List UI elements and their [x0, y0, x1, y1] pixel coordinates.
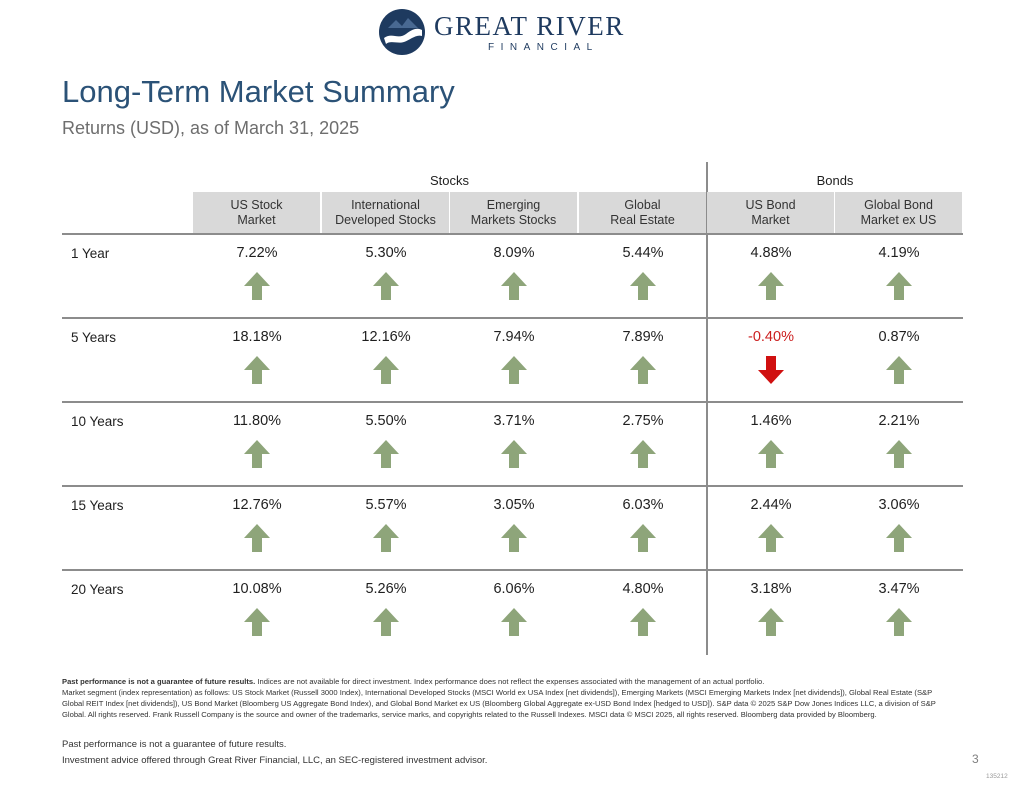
return-value: 12.16% — [361, 329, 411, 345]
arrow-up-icon — [886, 440, 912, 468]
group-label-bonds: Bonds — [816, 173, 854, 188]
arrow-up-icon — [758, 272, 784, 300]
return-value: 12.76% — [232, 497, 282, 513]
document-code: 135212 — [986, 773, 1008, 780]
disclosure-text: Past performance is not a guarantee of f… — [62, 676, 942, 720]
disclosure-bold: Past performance is not a guarantee of f… — [62, 677, 256, 686]
row-divider — [62, 569, 963, 571]
arrow-up-icon — [373, 524, 399, 552]
arrow-up-icon — [758, 440, 784, 468]
return-value: 4.19% — [878, 245, 920, 261]
row-divider — [62, 485, 963, 487]
group-label-stocks: Stocks — [429, 173, 469, 188]
past-performance-note: Past performance is not a guarantee of f… — [62, 739, 287, 750]
return-value: 6.03% — [622, 497, 664, 513]
arrow-up-icon — [630, 608, 656, 636]
return-value: 2.75% — [622, 413, 664, 429]
arrow-up-icon — [373, 608, 399, 636]
return-value: 7.89% — [622, 329, 664, 345]
return-value: 5.30% — [365, 245, 407, 261]
arrow-up-icon — [244, 440, 270, 468]
arrow-down-icon — [758, 356, 784, 384]
row-label: 20 Years — [71, 582, 124, 597]
page-number: 3 — [972, 752, 979, 766]
returns-table: Stocks Bonds US Stock Market International … — [62, 162, 963, 655]
logo-subtitle: FINANCIAL — [488, 41, 599, 53]
row-label: 5 Years — [71, 330, 117, 345]
arrow-up-icon — [244, 272, 270, 300]
return-value: 10.08% — [232, 581, 282, 597]
return-value: -0.40% — [748, 329, 794, 345]
return-value: 1.46% — [750, 413, 792, 429]
return-value: 3.18% — [750, 581, 792, 597]
return-value: 4.88% — [750, 245, 792, 261]
return-value: 3.06% — [878, 497, 920, 513]
column-header: US Stock Market — [193, 192, 320, 233]
return-value: 5.44% — [622, 245, 664, 261]
row-divider — [62, 401, 963, 403]
return-value: 18.18% — [232, 329, 282, 345]
arrow-up-icon — [886, 608, 912, 636]
column-header: Global Real Estate — [579, 192, 706, 233]
arrow-up-icon — [630, 356, 656, 384]
row-divider — [62, 317, 963, 319]
stocks-bonds-divider — [706, 162, 708, 655]
return-value: 5.26% — [365, 581, 407, 597]
return-value: 2.21% — [878, 413, 920, 429]
page-title: Long-Term Market Summary — [62, 74, 455, 109]
arrow-up-icon — [630, 272, 656, 300]
row-label: 1 Year — [71, 246, 110, 261]
river-logo-icon — [379, 9, 425, 55]
arrow-up-icon — [758, 524, 784, 552]
return-value: 4.80% — [622, 581, 664, 597]
arrow-up-icon — [501, 524, 527, 552]
arrow-up-icon — [886, 524, 912, 552]
page-subtitle: Returns (USD), as of March 31, 2025 — [62, 118, 360, 138]
arrow-up-icon — [501, 440, 527, 468]
column-header: US Bond Market — [707, 192, 834, 233]
row-label: 10 Years — [71, 414, 124, 429]
arrow-up-icon — [886, 272, 912, 300]
arrow-up-icon — [886, 356, 912, 384]
row-divider — [62, 233, 963, 235]
arrow-up-icon — [373, 272, 399, 300]
arrow-up-icon — [501, 272, 527, 300]
arrow-up-icon — [373, 356, 399, 384]
arrow-up-icon — [244, 356, 270, 384]
return-value: 5.50% — [365, 413, 407, 429]
advisor-note: Investment advice offered through Great … — [62, 755, 488, 766]
return-value: 2.44% — [750, 497, 792, 513]
arrow-up-icon — [501, 608, 527, 636]
return-value: 3.71% — [493, 413, 535, 429]
disclosure-line-2: Market segment (index representation) as… — [62, 688, 936, 719]
column-header: International Developed Stocks — [322, 192, 449, 233]
arrow-up-icon — [630, 524, 656, 552]
return-value: 7.22% — [236, 245, 278, 261]
return-value: 3.47% — [878, 581, 920, 597]
return-value: 3.05% — [493, 497, 535, 513]
arrow-up-icon — [630, 440, 656, 468]
column-header: Global Bond Market ex US — [835, 192, 962, 233]
arrow-up-icon — [373, 440, 399, 468]
arrow-up-icon — [758, 608, 784, 636]
logo-name: GREAT RIVER — [434, 10, 625, 41]
company-logo: GREAT RIVER FINANCIAL — [378, 8, 625, 56]
return-value: 8.09% — [493, 245, 535, 261]
return-value: 6.06% — [493, 581, 535, 597]
column-header: Emerging Markets Stocks — [450, 192, 577, 233]
arrow-up-icon — [501, 356, 527, 384]
disclosure-line-1: Indices are not available for direct inv… — [255, 677, 765, 686]
return-value: 11.80% — [232, 413, 282, 429]
arrow-up-icon — [244, 608, 270, 636]
return-value: 5.57% — [365, 497, 407, 513]
return-value: 7.94% — [493, 329, 535, 345]
row-label: 15 Years — [71, 498, 124, 513]
return-value: 0.87% — [878, 329, 920, 345]
arrow-up-icon — [244, 524, 270, 552]
